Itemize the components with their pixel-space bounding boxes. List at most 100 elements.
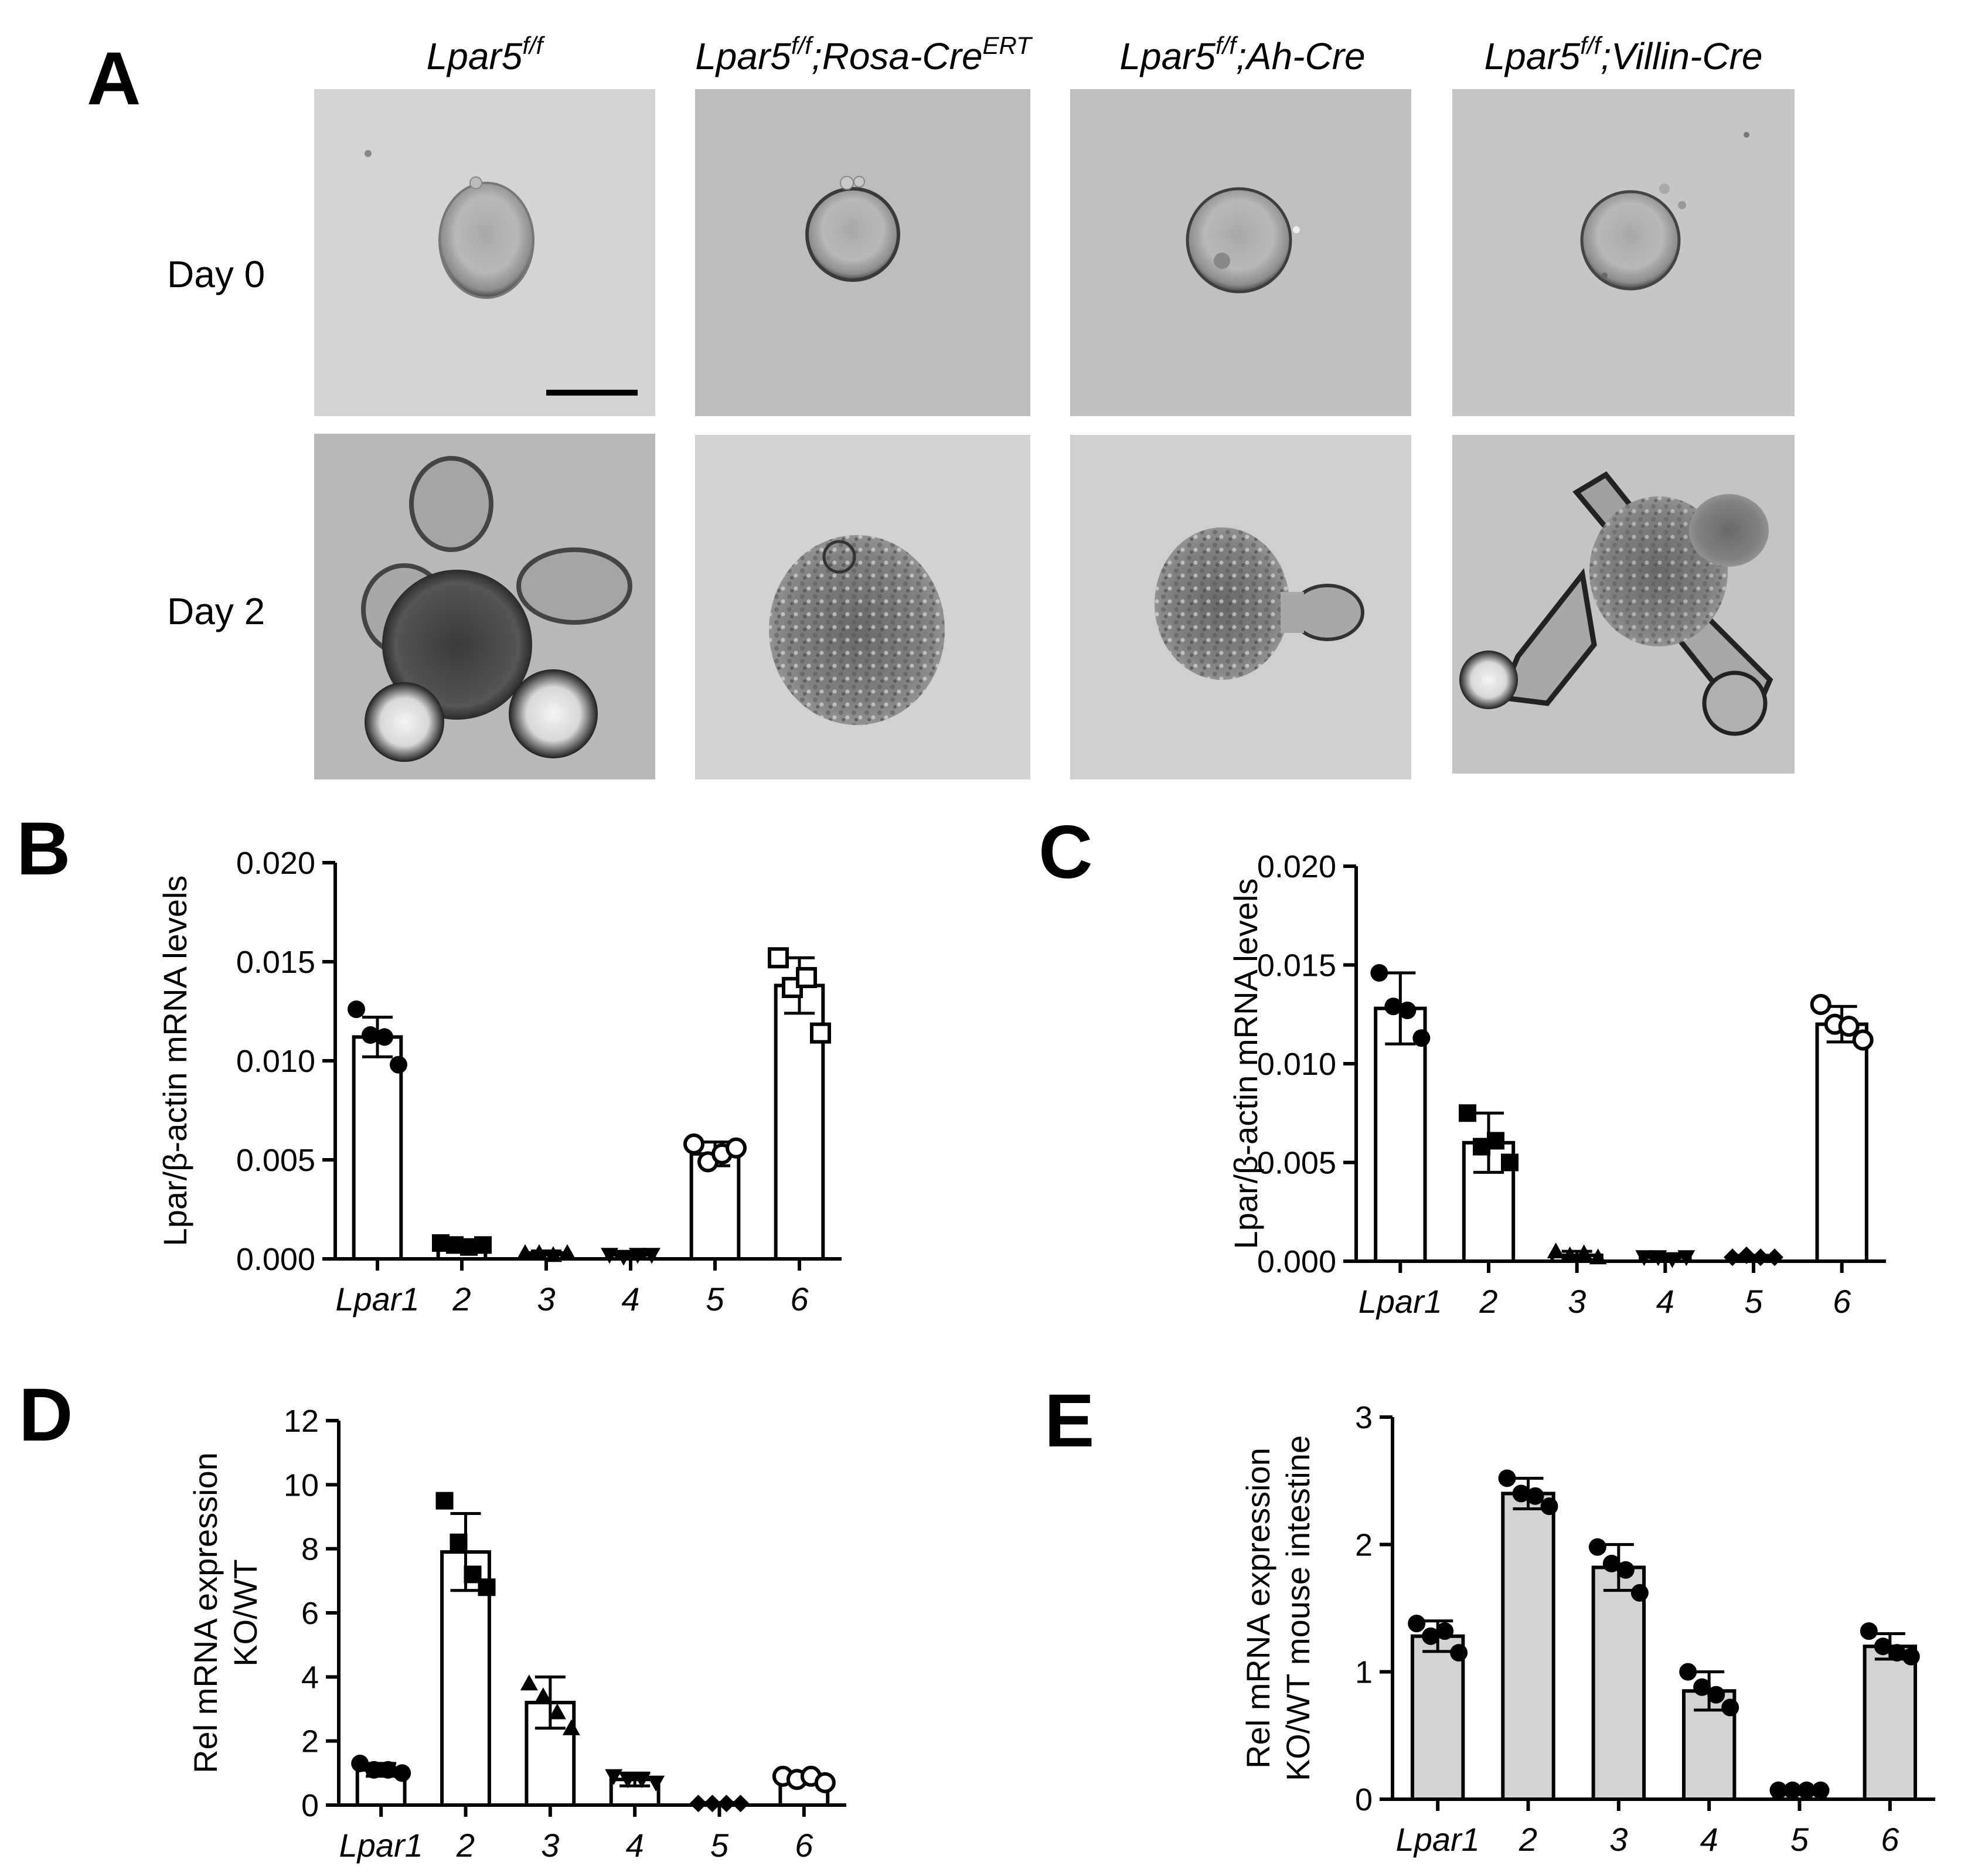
data-point <box>1459 1104 1476 1122</box>
data-point <box>615 1249 632 1266</box>
y-axis-label: Lpar/β-actin mRNA levels <box>156 876 193 1247</box>
bar-3 <box>1591 1565 1646 1802</box>
data-point <box>1398 1002 1417 1020</box>
data-point <box>1588 1538 1606 1556</box>
data-point <box>1902 1647 1920 1666</box>
y-tick-label: 0 <box>1355 1782 1373 1817</box>
data-point <box>1752 1248 1769 1266</box>
data-point <box>1635 1250 1653 1266</box>
x-category-label: Lpar1 <box>335 1281 419 1317</box>
y-tick-label: 0.015 <box>1257 948 1336 983</box>
data-point <box>796 967 817 989</box>
x-category-label: 6 <box>790 1281 809 1317</box>
data-point <box>1738 1246 1755 1264</box>
y-tick-label: 0 <box>301 1788 319 1823</box>
data-point <box>534 1687 552 1704</box>
data-point <box>1422 1627 1440 1645</box>
chart-c: 0.000 0.005 0.010 0.015 0.020 Lpar1 2 3 4 5 6 Lpar/… <box>1227 849 1886 1320</box>
y-axis-label-line: Rel mRNA expression <box>187 1452 224 1773</box>
column-title-4: Lpar5f/f;Villin-Cre <box>1485 32 1763 77</box>
panel-c-letter: C <box>1039 811 1092 894</box>
x-category-label: 4 <box>626 1827 644 1864</box>
y-tick-label: 0.010 <box>236 1044 315 1079</box>
x-category-label: Lpar1 <box>339 1827 423 1864</box>
x-category-label: 2 <box>1519 1821 1537 1858</box>
y-tick-label: 2 <box>301 1724 319 1759</box>
data-point <box>559 1244 576 1260</box>
x-category-label: Lpar1 <box>1396 1821 1480 1858</box>
y-tick-label: 0.020 <box>1257 849 1336 884</box>
data-point <box>726 1137 747 1159</box>
x-category-label: 3 <box>541 1827 559 1864</box>
data-point <box>1575 1244 1593 1261</box>
data-point <box>376 1028 393 1046</box>
panel-a-letter: A <box>87 37 141 121</box>
y-tick-label: 4 <box>301 1660 319 1695</box>
x-category-label: 2 <box>1479 1283 1497 1320</box>
chart-b: 0.000 0.005 0.010 0.015 0.020 Lpar1 2 3 4 5 6 Lpar/… <box>156 846 842 1317</box>
data-point <box>601 1248 618 1264</box>
panel-d-letter: D <box>19 1373 73 1457</box>
data-point <box>1852 1029 1874 1051</box>
y-tick-label: 0.000 <box>236 1242 315 1277</box>
column-title-2: Lpar5f/f;Rosa-CreERT <box>695 32 1033 77</box>
data-point <box>393 1764 411 1782</box>
bar-5 <box>689 1152 741 1261</box>
data-point <box>544 1246 562 1262</box>
x-category-label: 5 <box>1790 1821 1809 1858</box>
column-title-1: Lpar5f/f <box>427 32 546 77</box>
data-point <box>1707 1686 1725 1704</box>
data-point <box>390 1056 407 1074</box>
data-point <box>1436 1622 1454 1640</box>
data-point <box>814 1772 836 1793</box>
data-point <box>1874 1637 1892 1656</box>
data-point <box>1547 1242 1565 1259</box>
y-tick-label: 1 <box>1355 1655 1373 1690</box>
data-point <box>810 1022 831 1044</box>
data-point <box>605 1769 623 1785</box>
data-point <box>1810 993 1831 1015</box>
y-tick-label: 10 <box>284 1468 319 1503</box>
data-point <box>351 1754 369 1772</box>
micrograph-day0-col2 <box>695 89 1030 416</box>
x-category-label: 6 <box>795 1827 813 1864</box>
y-axis-label-line: KO/WT mouse intestine <box>1279 1435 1316 1781</box>
data-point <box>362 1026 379 1044</box>
data-point <box>562 1719 580 1735</box>
x-category-label: 3 <box>537 1281 555 1317</box>
row-label-day0: Day 0 <box>167 253 265 295</box>
y-tick-label: 0.020 <box>236 846 315 881</box>
x-category-label: 2 <box>452 1281 471 1317</box>
bar-6 <box>1863 1645 1918 1801</box>
y-tick-label: 0.005 <box>236 1143 315 1178</box>
data-point <box>1412 1029 1431 1047</box>
data-point <box>768 947 789 969</box>
data-point <box>1589 1248 1607 1265</box>
data-point <box>1693 1678 1711 1696</box>
x-category-label: Lpar1 <box>1359 1283 1442 1320</box>
y-tick-label: 6 <box>301 1596 319 1631</box>
micrograph-day2-col2 <box>695 435 1030 779</box>
panel-e-letter: E <box>1044 1379 1094 1463</box>
micrograph-day0-col1 <box>314 89 655 416</box>
y-tick-label: 0.010 <box>1257 1047 1336 1082</box>
micrograph-day0-col4 <box>1452 89 1795 416</box>
x-category-label: 4 <box>1700 1821 1718 1858</box>
data-point <box>633 1772 651 1789</box>
data-point <box>1663 1252 1681 1268</box>
row-label-day2: Day 2 <box>167 590 265 632</box>
data-point <box>1888 1644 1906 1662</box>
data-point <box>1408 1615 1426 1633</box>
data-point <box>450 1533 468 1551</box>
micrograph-day2-col4 <box>1452 435 1795 774</box>
micrograph-day2-col3 <box>1070 435 1411 779</box>
x-category-label: 6 <box>1833 1283 1851 1320</box>
data-point <box>474 1236 492 1254</box>
bar-6 <box>1815 1022 1868 1263</box>
x-category-label: 5 <box>706 1281 724 1317</box>
data-point <box>1540 1497 1558 1516</box>
data-point <box>1797 1781 1816 1799</box>
data-point <box>365 1761 383 1779</box>
panel-b-letter: B <box>16 807 70 891</box>
data-point <box>647 1775 665 1792</box>
